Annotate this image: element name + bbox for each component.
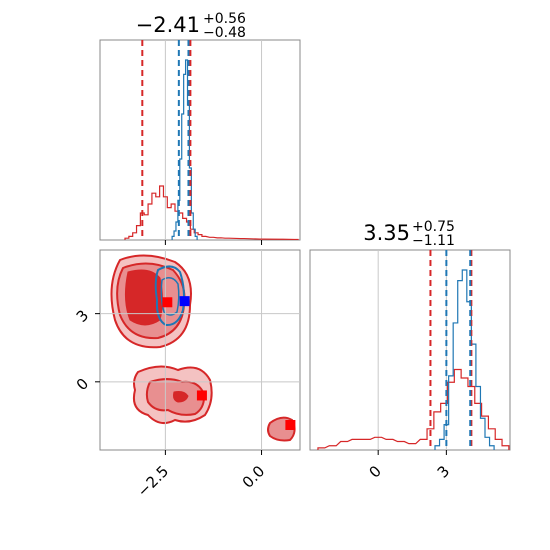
param1-title-plus: +0.56: [203, 11, 246, 27]
hist1-red-series: [124, 185, 299, 241]
hist2-red-series: [317, 368, 510, 450]
hist-panel-param1-frame: [99, 39, 301, 241]
param2-title: 3.35 +0.75 −1.11: [363, 219, 455, 249]
param1-title-minus: −0.48: [203, 25, 246, 41]
hist-panel-param1: [99, 39, 301, 241]
hist2-xtick-label: 0: [366, 462, 385, 481]
contour-blue-inner: [160, 277, 180, 316]
scatter-ytick-label: 3: [73, 306, 92, 325]
scatter-panel: [99, 249, 301, 451]
hist-panel-param2-frame: [309, 249, 511, 451]
hist-panel-param2: [309, 249, 511, 451]
contour-blue-outer: [154, 265, 185, 327]
scatter-marker: [196, 390, 207, 401]
contours-blue: [154, 265, 185, 327]
scatter-marker: [285, 420, 296, 430]
hist2-xtick-label: 3: [434, 462, 453, 481]
scatter-xtick-label: −2.5: [134, 462, 172, 500]
scatter-marker: [162, 297, 173, 308]
scatter-marker: [179, 296, 190, 307]
param1-title: −2.41 +0.56 −0.48: [136, 11, 246, 41]
hist1-blue-series: [171, 59, 198, 240]
param2-title-minus: −1.11: [412, 233, 455, 249]
hist2-blue-series: [434, 269, 495, 450]
param2-title-plus: +0.75: [412, 219, 455, 235]
scatter-xtick-label: 0.0: [239, 462, 269, 492]
param1-title-median: −2.41: [136, 13, 200, 37]
scatter-ytick-label: 0: [73, 375, 92, 394]
contours-red: [110, 254, 296, 442]
scatter-panel-frame: [99, 249, 301, 451]
contour-red-inner-bottom: [173, 391, 189, 403]
param2-title-median: 3.35: [363, 221, 410, 245]
